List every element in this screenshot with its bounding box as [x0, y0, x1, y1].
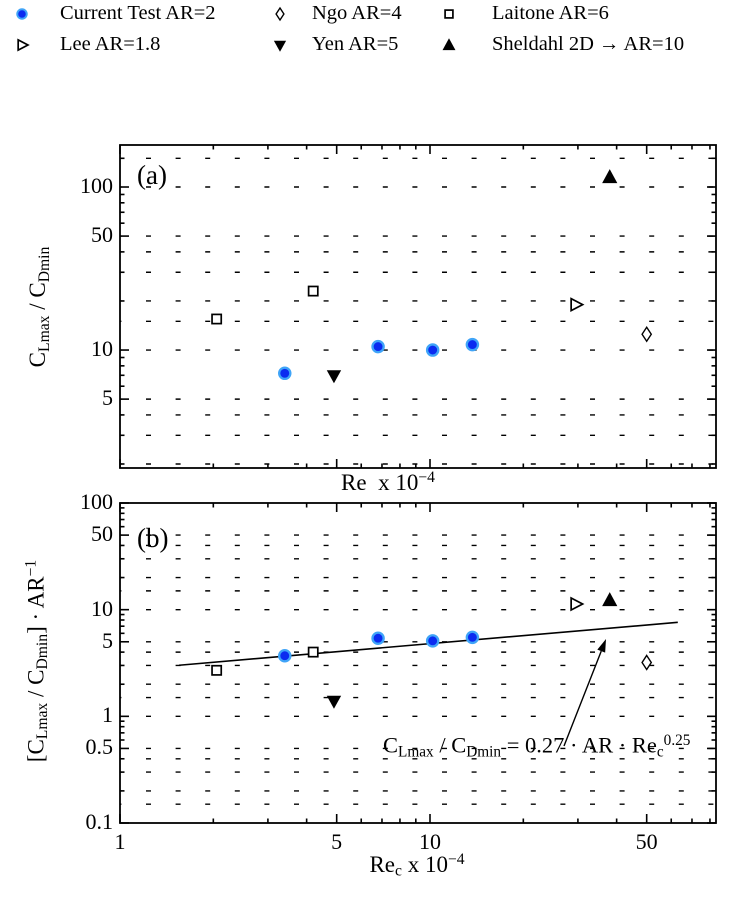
legend-label: Sheldahl 2D → AR=10 — [492, 33, 685, 55]
ytick-label-b: 50 — [91, 521, 113, 547]
laitone-marker — [211, 313, 223, 325]
ytick-label-b: 1 — [102, 702, 113, 728]
annotation-arrow — [563, 650, 602, 747]
legend-label: Lee AR=1.8 — [60, 33, 161, 55]
legend-label: Ngo AR=4 — [312, 2, 402, 24]
sheldahl-marker — [602, 592, 618, 607]
current-test-marker — [465, 630, 480, 645]
xtick-label: 1 — [114, 829, 126, 854]
current-test-marker — [425, 343, 440, 357]
xtick-label: 5 — [331, 829, 343, 854]
legend-label: Laitone AR=6 — [492, 2, 609, 24]
legend-marker-filled-down-triangle — [273, 40, 287, 52]
ngo-marker — [641, 325, 653, 343]
legend-marker-filled-circle — [16, 8, 28, 20]
ytick-label-a: 5 — [102, 385, 113, 411]
current-test-marker — [371, 339, 385, 354]
legend-marker-open-right-triangle — [17, 38, 30, 52]
ytick-label-b: 0.5 — [85, 734, 114, 760]
ytick-label-b: 5 — [102, 627, 113, 653]
fit-equation-annotation: CLmax / CDmin = 0.27 · AR · Rec0.25 — [383, 732, 691, 761]
subplot-a-label: (a) — [137, 160, 167, 190]
ytick-label-a: 100 — [80, 173, 113, 198]
x-axis-label-a: Re x 10−4 — [341, 469, 435, 495]
current-test-marker — [465, 337, 480, 352]
sheldahl-marker — [602, 169, 618, 184]
y-axis-label-b: [CLmax / CDmin] · AR−1 — [22, 559, 52, 763]
lee-marker — [570, 297, 585, 312]
plot-b — [119, 502, 717, 824]
legend-label: Current Test AR=2 — [60, 2, 216, 24]
yen-marker — [326, 370, 342, 384]
ytick-label-b: 0.1 — [85, 809, 114, 834]
plot-a-frame — [119, 144, 717, 469]
subplot-b-label: (b) — [137, 523, 169, 553]
laitone-marker — [211, 664, 223, 676]
current-test-marker — [278, 648, 292, 663]
y-axis-label-a: CLmax / CDmin — [25, 246, 53, 368]
laitone-marker — [307, 646, 319, 658]
ytick-label-a: 10 — [91, 336, 113, 362]
plot-b-frame — [119, 502, 717, 824]
legend-marker-filled-up-triangle — [442, 38, 456, 51]
ngo-marker — [641, 654, 653, 671]
current-test-marker — [425, 634, 440, 648]
x-axis-label-b: Rec x 10−4 — [369, 851, 465, 880]
plot-a — [119, 144, 717, 469]
ytick-label-b: 10 — [91, 595, 113, 621]
xtick-label: 50 — [635, 829, 658, 854]
current-test-marker — [278, 366, 292, 381]
current-test-marker — [371, 631, 385, 645]
legend-marker-open-diamond — [275, 6, 285, 22]
legend-label: Yen AR=5 — [312, 33, 399, 55]
legend-marker-open-square — [444, 9, 454, 19]
laitone-marker — [307, 285, 319, 297]
ytick-label-a: 50 — [91, 222, 113, 248]
legend — [16, 6, 456, 52]
ytick-label-b: 100 — [80, 489, 113, 514]
yen-marker — [326, 695, 342, 709]
lee-marker — [570, 596, 585, 612]
annotation-arrowhead — [597, 639, 606, 653]
xtick-label: 10 — [419, 829, 441, 854]
